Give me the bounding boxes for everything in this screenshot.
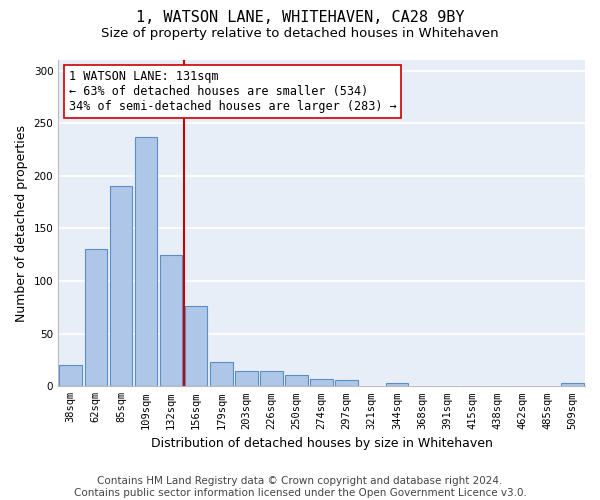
Bar — [235, 370, 257, 386]
Bar — [210, 362, 233, 386]
Bar — [260, 370, 283, 386]
Bar — [134, 137, 157, 386]
Bar — [185, 306, 208, 386]
Text: Contains HM Land Registry data © Crown copyright and database right 2024.
Contai: Contains HM Land Registry data © Crown c… — [74, 476, 526, 498]
Bar — [561, 383, 584, 386]
Bar — [110, 186, 132, 386]
Bar — [160, 254, 182, 386]
Bar — [59, 366, 82, 386]
Bar — [85, 250, 107, 386]
Bar — [285, 374, 308, 386]
Text: 1, WATSON LANE, WHITEHAVEN, CA28 9BY: 1, WATSON LANE, WHITEHAVEN, CA28 9BY — [136, 10, 464, 25]
Bar — [386, 383, 408, 386]
Bar — [310, 379, 333, 386]
X-axis label: Distribution of detached houses by size in Whitehaven: Distribution of detached houses by size … — [151, 437, 493, 450]
Bar — [335, 380, 358, 386]
Y-axis label: Number of detached properties: Number of detached properties — [15, 124, 28, 322]
Text: Size of property relative to detached houses in Whitehaven: Size of property relative to detached ho… — [101, 28, 499, 40]
Text: 1 WATSON LANE: 131sqm
← 63% of detached houses are smaller (534)
34% of semi-det: 1 WATSON LANE: 131sqm ← 63% of detached … — [69, 70, 397, 113]
